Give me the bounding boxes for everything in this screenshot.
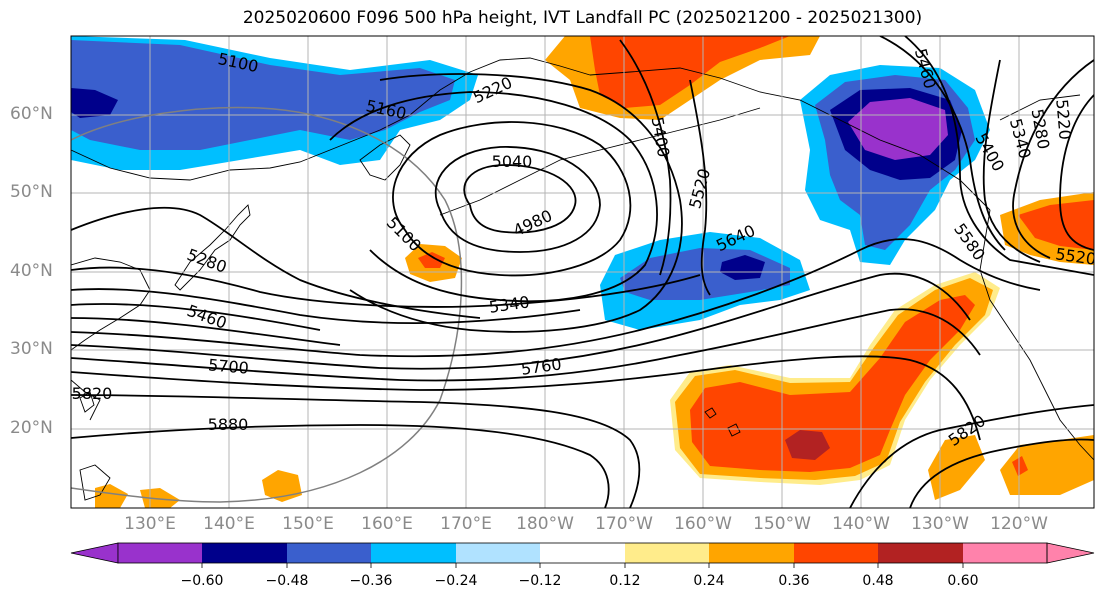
contour-5640 [71, 272, 971, 370]
coastlines [71, 57, 1094, 501]
lon-tick-label: 170°W [595, 514, 653, 534]
colorbar-segment [371, 543, 456, 563]
lon-tick-label: 160°E [361, 514, 413, 534]
lon-tick-label: 140°W [832, 514, 890, 534]
pos-pnw-core [1018, 200, 1094, 250]
contour-5880 [71, 424, 610, 508]
hawaii [704, 407, 741, 437]
pos-small-core [418, 252, 445, 268]
contour-4980 [463, 164, 577, 234]
contour-5100 [392, 121, 632, 277]
map-title: 2025020600 F096 500 hPa height, IVT Land… [242, 8, 923, 28]
pos-se-3 [1012, 456, 1028, 476]
lon-tick-label: 150°W [753, 514, 811, 534]
contour-5280-e [1059, 94, 1094, 251]
colorbar-extension-max [1046, 542, 1095, 564]
contour-label: 5880 [208, 415, 249, 434]
lat-tick-label: 30°N [10, 339, 53, 359]
pos-bering-core [590, 36, 790, 108]
contour-label: 5220 [1052, 98, 1074, 140]
lon-tick-label: 150°E [282, 514, 334, 534]
kamchatka [359, 134, 411, 181]
contour-label: 5700 [207, 355, 249, 377]
colorbar-segment [202, 543, 287, 563]
lon-tick-label: 160°W [674, 514, 732, 534]
na-border [999, 94, 1081, 121]
taiwan [79, 391, 95, 413]
colorbar-segment [625, 543, 709, 563]
colorbar-segment [287, 543, 371, 563]
pos-se-1 [928, 435, 985, 500]
lon-tick-label: 130°E [124, 514, 176, 534]
lon-tick-label: 130°W [911, 514, 969, 534]
colorbar-segment [540, 543, 625, 563]
china-south [71, 379, 101, 421]
reference-circle [71, 106, 463, 503]
colorbar-segment [878, 543, 963, 563]
neg-goa-core [848, 98, 948, 160]
neg-band-nw-mid [71, 40, 455, 150]
colorbar-tick-label: −0.48 [265, 573, 309, 589]
contour-5580 [71, 238, 1041, 358]
colorbar-tick-label: 0.60 [947, 573, 979, 589]
lat-tick-label: 20°N [10, 418, 53, 438]
colorbar [70, 542, 1095, 568]
lon-tick-label: 140°E [203, 514, 255, 534]
contour-5160 [329, 91, 658, 303]
colorbar-tick-label: 0.48 [862, 573, 894, 589]
philippines [79, 464, 111, 501]
contour-5460 [71, 36, 1006, 331]
colorbar-tick-label: −0.24 [434, 573, 478, 589]
colorbar-segment [118, 543, 202, 563]
colorbar-extension-min [70, 542, 119, 564]
lon-tick-label: 170°E [440, 514, 492, 534]
contour-5820 [71, 394, 1094, 508]
pos-se-2 [1000, 435, 1094, 495]
lon-tick-label: 120°W [990, 514, 1048, 534]
contour-5220 [349, 73, 683, 333]
asia-coast [71, 57, 591, 181]
contour-5400 [71, 39, 1041, 325]
lat-tick-label: 60°N [10, 104, 53, 124]
contour-label: 5040 [492, 152, 533, 171]
neg-cp-core [720, 255, 765, 280]
colorbar-segment [456, 543, 540, 563]
colorbar-segment [794, 543, 878, 563]
colorbar-tick-label: 0.12 [609, 573, 641, 589]
colorbar-tick-label: 0.24 [693, 573, 725, 589]
colorbar-segment [709, 543, 794, 563]
na-west-coast [979, 209, 1094, 461]
contour-5340 [71, 59, 1094, 308]
lat-tick-label: 50°N [10, 182, 53, 202]
neg-band-nw-core [71, 88, 118, 118]
contour-5700 [71, 308, 981, 382]
contour-5520 [71, 36, 1094, 346]
height-contours [71, 36, 1094, 508]
contour-label: 5820 [72, 384, 113, 403]
alaska [589, 67, 991, 211]
japan [174, 204, 251, 291]
korea-china [71, 257, 151, 351]
contour-5760 [71, 355, 981, 441]
contour-5040 [434, 146, 601, 253]
colorbar-tick-label: −0.36 [349, 573, 393, 589]
colorbar-segment [963, 543, 1047, 563]
map-frame [70, 35, 1095, 509]
pos-hawaii-dark [785, 430, 830, 460]
colorbar-tick-label: −0.12 [518, 573, 562, 589]
lat-tick-label: 40°N [10, 261, 53, 281]
colorbar-tick-label: 0.36 [778, 573, 810, 589]
colorbar-outline [117, 542, 1048, 564]
lon-tick-label: 180°W [516, 514, 574, 534]
colorbar-tick-label: −0.60 [180, 573, 224, 589]
pos-hawaii-core [690, 295, 975, 472]
contour-5820-se [909, 438, 1094, 508]
